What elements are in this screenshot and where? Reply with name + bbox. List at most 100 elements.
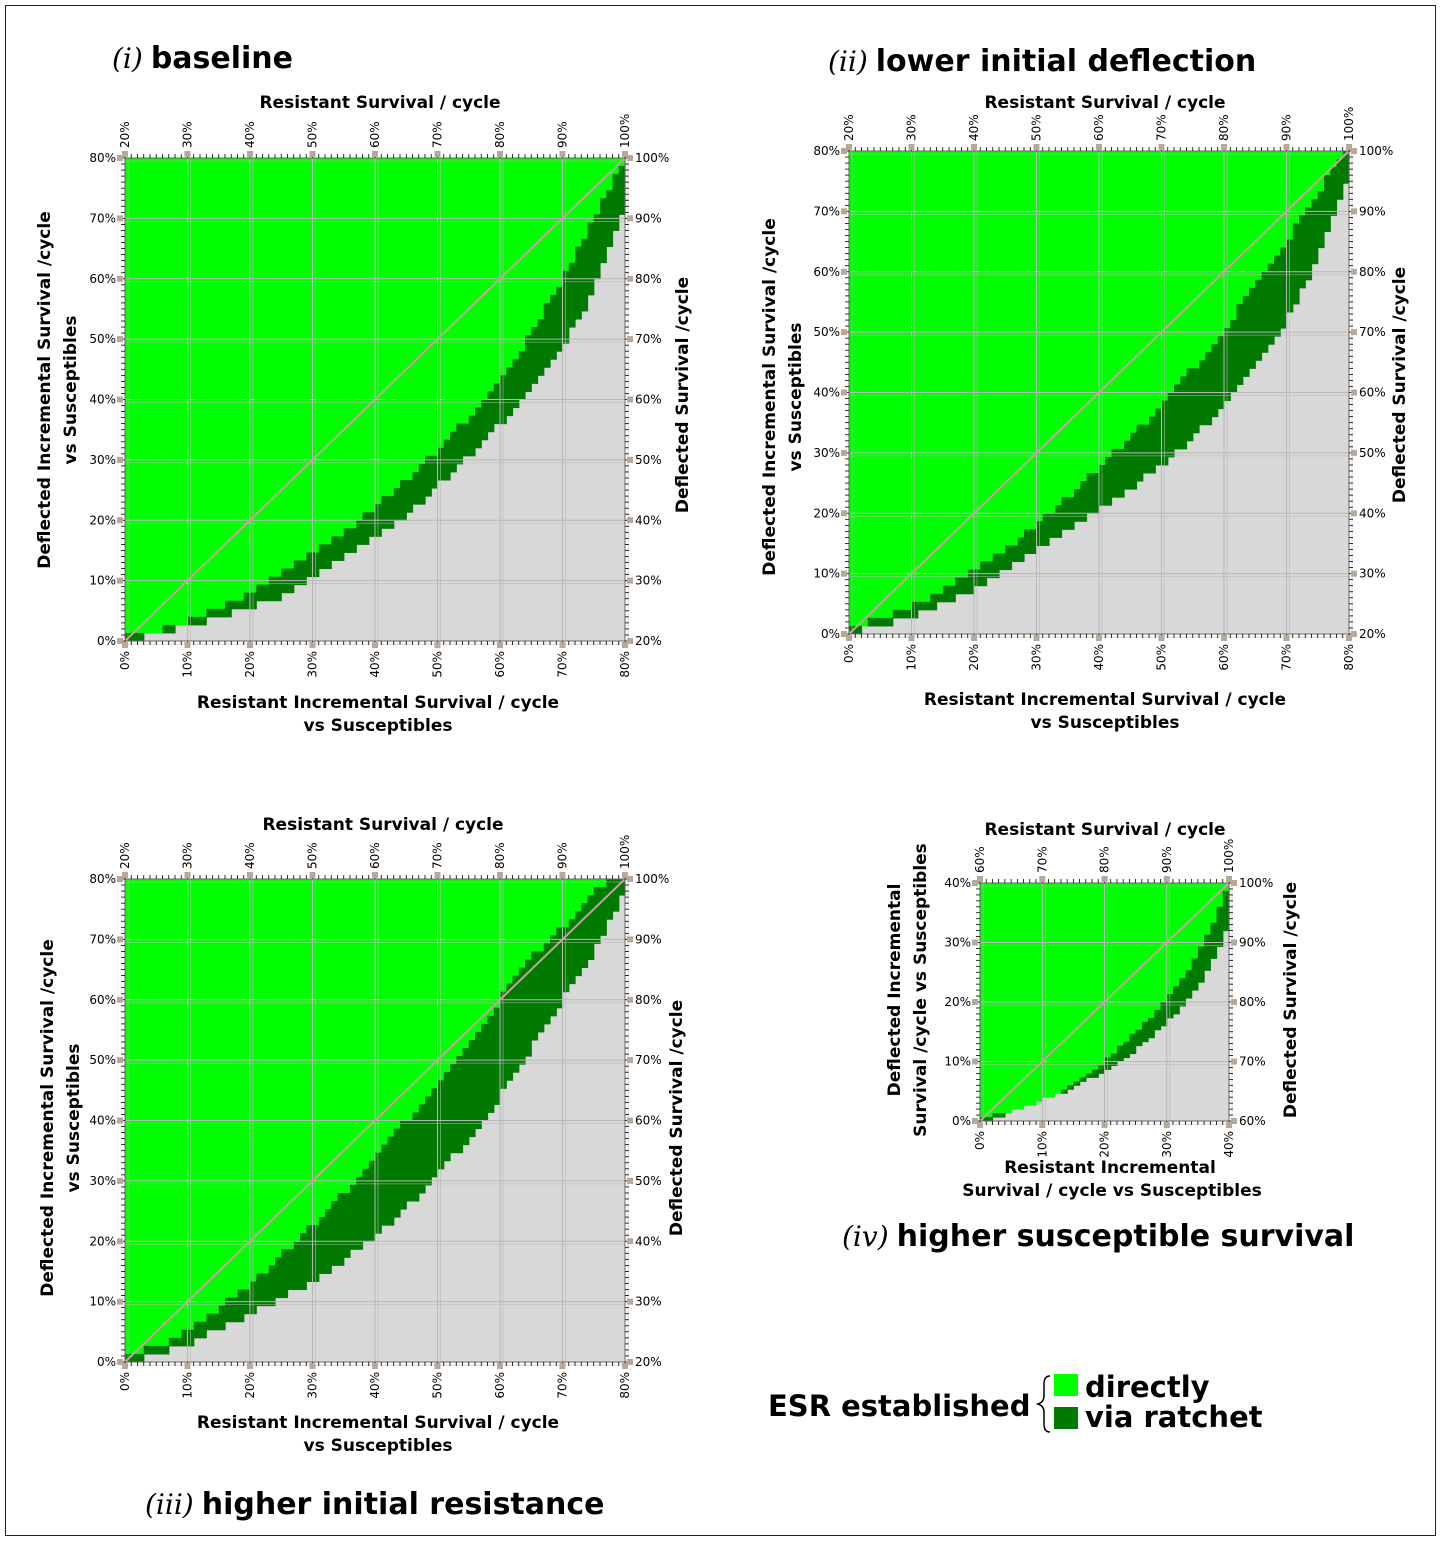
- panel-iii-y-tick-label: 20%: [89, 1234, 116, 1248]
- panel-ii-y-tick-label: 30%: [813, 446, 840, 460]
- panel-iii-ratchet-cell: [350, 1184, 357, 1250]
- panel-iii-direct-cell: [193, 879, 201, 1323]
- panel-i-top-tick-label: 40%: [243, 121, 257, 148]
- figure-frame: [5, 5, 1436, 1536]
- panel-iii-direct-cell: [506, 879, 514, 985]
- panel-ii-ratchet-cell: [1242, 295, 1250, 377]
- panel-ii-direct-cell: [1055, 151, 1063, 506]
- panel-iii-direct-cell: [393, 879, 401, 1130]
- panel-ii-top-tick-label: 100%: [1342, 107, 1356, 141]
- panel-iii-ratchet-cell: [218, 1305, 226, 1331]
- panel-iii-ratchet-cell: [581, 903, 589, 969]
- panel-ii-ratchet-cell: [1049, 513, 1056, 538]
- panel-ii-direct-cell: [1230, 151, 1238, 321]
- panel-i-y-tick-label: 30%: [89, 453, 116, 467]
- panel-iv-y-tick-label: 20%: [944, 995, 971, 1009]
- panel-ii-right-tick-label: 30%: [1359, 567, 1386, 581]
- panel-i-major-tick-right: [627, 275, 633, 282]
- panel-ii-ratchet-cell: [1230, 320, 1238, 393]
- panel-iii-ratchet-cell: [575, 911, 582, 977]
- legend-swatch-via-ratchet: [1054, 1407, 1078, 1429]
- panel-iv-ratchet-cell: [1073, 1081, 1081, 1086]
- panel-i-direct-cell: [506, 158, 514, 368]
- panel-ii-direct-cell: [880, 151, 888, 619]
- panel-ii-ratchet-cell: [1074, 489, 1081, 522]
- panel-ii-direct-cell: [924, 151, 931, 603]
- panel-ii-ratchet-cell: [1024, 529, 1031, 554]
- panel-ii-direct-cell: [1180, 151, 1188, 377]
- panel-iii-direct-cell: [281, 879, 289, 1250]
- panel-ii-top-tick-label: 50%: [1030, 114, 1044, 141]
- panel-iii-direct-cell: [318, 879, 326, 1218]
- panel-iii-direct-cell: [256, 879, 264, 1274]
- panel-iii-direct-cell: [500, 879, 507, 993]
- panel-i-ratchet-cell: [575, 246, 582, 320]
- panel-ii-top-tick-label: 90%: [1280, 114, 1294, 141]
- panel-iv-ratchet-cell: [1172, 986, 1180, 1015]
- panel-i-direct-cell: [231, 158, 239, 602]
- panel-iv-ratchet-cell: [1222, 890, 1230, 932]
- panel-iii-major-tick-bottom: [122, 1363, 128, 1369]
- panel-iii-bottom-axis-title-line2: vs Susceptibles: [304, 1436, 453, 1456]
- panel-ii-major-tick-top: [1158, 144, 1165, 150]
- panel-iii-direct-cell: [137, 879, 145, 1355]
- panel-iii-direct-cell: [543, 879, 551, 944]
- panel-iv-top-axis-title: Resistant Survival / cycle: [984, 820, 1225, 840]
- legend-label-directly: directly: [1085, 1370, 1210, 1404]
- panel-i-ratchet-cell: [212, 608, 220, 618]
- panel-iv-ratchet-cell: [1104, 1057, 1112, 1070]
- panel-i-ratchet-cell: [331, 536, 339, 561]
- panel-ii-y-tick-label: 10%: [813, 567, 840, 581]
- panel-iii-top-tick-label: 80%: [493, 842, 507, 869]
- panel-iii-top-tick-label: 20%: [118, 842, 132, 869]
- panel-ii-direct-cell: [1205, 151, 1213, 353]
- panel-i-ratchet-cell: [312, 552, 320, 578]
- panel-ii-top-tick-label: 80%: [1217, 114, 1231, 141]
- panel-iv-major-tick-bottom: [977, 1122, 983, 1128]
- panel-ii-major-tick-bottom: [1346, 635, 1352, 641]
- panel-i-major-tick-bottom: [559, 642, 566, 648]
- panel-ii-y-tick-label: 20%: [813, 506, 840, 520]
- panel-ii-direct-cell: [1192, 151, 1200, 369]
- panel-iii-direct-cell: [431, 879, 439, 1089]
- panel-iii-direct-cell: [437, 879, 445, 1081]
- panel-iii-right-tick-label: 60%: [635, 1114, 662, 1128]
- panel-i-ratchet-cell: [556, 286, 564, 352]
- panel-ii-direct-cell: [1111, 151, 1119, 450]
- panel-iv-ratchet-cell: [1160, 1002, 1168, 1027]
- panel-i-direct-cell: [212, 158, 220, 610]
- panel-iii-y-tick-label: 80%: [89, 872, 116, 886]
- panel-i-major-tick-left: [117, 155, 123, 161]
- panel-i-ratchet-cell: [612, 174, 620, 231]
- panel-iii-direct-cell: [550, 879, 557, 936]
- panel-i-ratchet-cell: [206, 608, 214, 618]
- panel-ii-ratchet-cell: [874, 617, 881, 627]
- panel-iii-ratchet-cell: [343, 1192, 351, 1258]
- panel-iii-ratchet-cell: [518, 967, 526, 1065]
- panel-iii-major-tick-right: [627, 996, 633, 1003]
- panel-i-major-tick-right: [627, 577, 633, 584]
- panel-ii-major-tick-left: [841, 570, 847, 577]
- panel-iii-ratchet-cell: [512, 975, 520, 1073]
- panel-ii-ratchet-cell: [1124, 440, 1131, 490]
- panel-i-ratchet-cell: [581, 238, 589, 312]
- panel-iii-ratchet-cell: [462, 1048, 470, 1146]
- panel-i-major-tick-left: [117, 275, 123, 282]
- panel-i-direct-cell: [225, 158, 232, 602]
- panel-ii-y-tick-label: 70%: [813, 204, 840, 218]
- panel-i-direct-cell: [137, 158, 145, 634]
- panel-i-x-tick-label: 10%: [181, 651, 195, 678]
- panel-iii-major-tick-bottom: [372, 1363, 378, 1369]
- panel-iii-right-tick-label: 20%: [635, 1355, 662, 1369]
- panel-iii-direct-cell: [518, 879, 526, 969]
- panel-iii-ratchet-cell: [206, 1313, 214, 1331]
- panel-iii-ratchet-cell: [262, 1273, 270, 1307]
- panel-iii-ratchet-cell: [306, 1225, 314, 1282]
- panel-iii-ratchet-cell: [400, 1120, 407, 1210]
- panel-i-direct-cell: [456, 158, 464, 425]
- panel-iii-ratchet-cell: [500, 991, 507, 1089]
- panel-i-ratchet-cell: [487, 391, 495, 433]
- panel-iii-major-tick-top: [497, 872, 503, 878]
- panel-i-major-tick-left: [117, 215, 123, 222]
- panel-i-ratchet-cell: [356, 520, 364, 545]
